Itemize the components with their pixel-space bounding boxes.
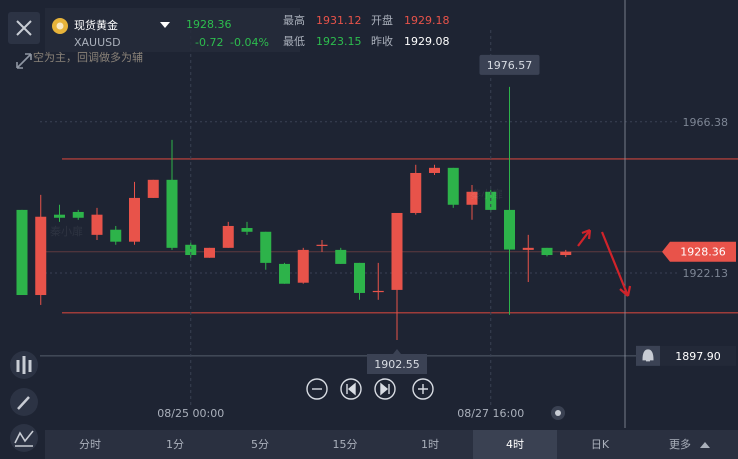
instrument-title[interactable]: 现货黄金: [74, 18, 118, 32]
candle-body: [166, 179, 178, 248]
timeframe-tabs: 分时 1分 5分 15分 1时 4时 日K 更多: [79, 430, 710, 459]
candle-body: [279, 263, 290, 284]
timeframe-tab[interactable]: 5分: [251, 438, 269, 451]
candle-body: [54, 214, 65, 218]
change-percent: -0.04%: [230, 36, 269, 49]
candle-body: [72, 211, 84, 218]
left-toolbar: [10, 351, 38, 452]
candle-body: [410, 172, 422, 213]
last-price-label: 1928.36: [680, 246, 726, 259]
watermark: 秦小扉: [470, 187, 503, 201]
candle-body: [522, 247, 534, 250]
candle-body: [91, 214, 103, 235]
timeframe-tab[interactable]: 15分: [333, 438, 358, 451]
candle-body: [447, 167, 459, 205]
scroll-end-button[interactable]: [374, 378, 396, 400]
alert-box: [660, 345, 736, 366]
stat-label: 开盘: [371, 13, 393, 27]
candle-body: [110, 229, 122, 242]
last-price-tag: [662, 241, 736, 262]
candle-body: [222, 225, 234, 248]
dropdown-arrow[interactable]: [160, 22, 170, 28]
scroll-indicator-dot: [555, 410, 561, 416]
candle-body: [16, 209, 28, 296]
candle-body: [466, 191, 478, 205]
candle-body: [204, 247, 215, 258]
zoom-in-icon: [418, 384, 428, 394]
candle-body: [316, 244, 328, 246]
candle-body: [504, 209, 515, 250]
x-tick-label: 08/25 00:00: [157, 407, 224, 420]
stat-label: 最高: [283, 13, 305, 27]
line-type-icon: [14, 430, 34, 447]
scroll-start-icon: [346, 382, 356, 396]
symbol: XAUUSD: [74, 36, 121, 49]
candle-body: [241, 228, 253, 232]
max-marker-label: 1976.57: [487, 59, 533, 72]
timeframe-tab[interactable]: 1分: [166, 438, 184, 451]
candle-body: [391, 212, 403, 290]
scroll-start-button[interactable]: [340, 378, 362, 400]
annotation-arrows: [577, 228, 632, 297]
candle-body: [147, 179, 159, 198]
timeframe-bar: [45, 430, 738, 459]
timeframe-tab[interactable]: 日K: [591, 438, 610, 451]
timeframe-tab[interactable]: 4时: [506, 438, 524, 451]
zoom-in-button[interactable]: [412, 378, 434, 400]
more-arrow: [700, 442, 710, 448]
stat-value: 1929.08: [404, 35, 450, 48]
header-panel: [45, 8, 300, 52]
expand-button[interactable]: [16, 53, 32, 69]
candle-body: [260, 231, 272, 263]
candle-body: [297, 249, 309, 283]
stat-label: 最低: [283, 35, 305, 48]
stat-value: 1931.12: [316, 14, 362, 27]
candle-body: [185, 244, 197, 256]
timeframe-tab[interactable]: 更多: [669, 437, 691, 451]
note-text: 空为主，回调做多为辅: [33, 50, 143, 64]
timeframe-tab[interactable]: 分时: [79, 438, 101, 451]
candle-body: [541, 247, 553, 256]
candle-body: [354, 262, 365, 293]
timeframe-tab-selected[interactable]: [473, 430, 557, 459]
candle-body: [372, 290, 384, 293]
stat-value: 1929.18: [404, 14, 450, 27]
draw-icon: [17, 396, 30, 410]
candle-body: [35, 216, 47, 296]
min-marker-box: [367, 348, 427, 374]
zoom-controls: [306, 378, 434, 400]
stat-label: 昨收: [371, 34, 393, 48]
y-tick-label: 1966.38: [683, 116, 729, 129]
gold-icon-dot: [56, 22, 64, 30]
indicator-icon: [16, 356, 32, 374]
candle-body: [560, 251, 572, 256]
min-marker-label: 1902.55: [374, 358, 420, 371]
alert-label: 1897.90: [675, 350, 721, 363]
x-tick-label: 08/27 16:00: [457, 407, 524, 420]
stat-value: 1923.15: [316, 35, 362, 48]
candle-body: [429, 167, 440, 173]
plot: 1966.38 1922.13 08/25 00:00 08/27 16:00 1976…: [16, 0, 738, 428]
max-marker-box: [479, 54, 540, 75]
zoom-out-button[interactable]: [306, 378, 328, 400]
change: -0.72: [195, 36, 223, 49]
watermark: 秦小扉: [50, 224, 83, 238]
header-price: 1928.36: [186, 18, 232, 31]
candle-body: [129, 197, 140, 242]
scroll-end-icon: [380, 382, 390, 396]
candle-body: [335, 249, 347, 264]
y-tick-label: 1922.13: [683, 267, 729, 280]
timeframe-tab[interactable]: 1时: [421, 438, 439, 451]
close-icon: [16, 20, 32, 36]
alert-bell-icon: [642, 349, 654, 362]
